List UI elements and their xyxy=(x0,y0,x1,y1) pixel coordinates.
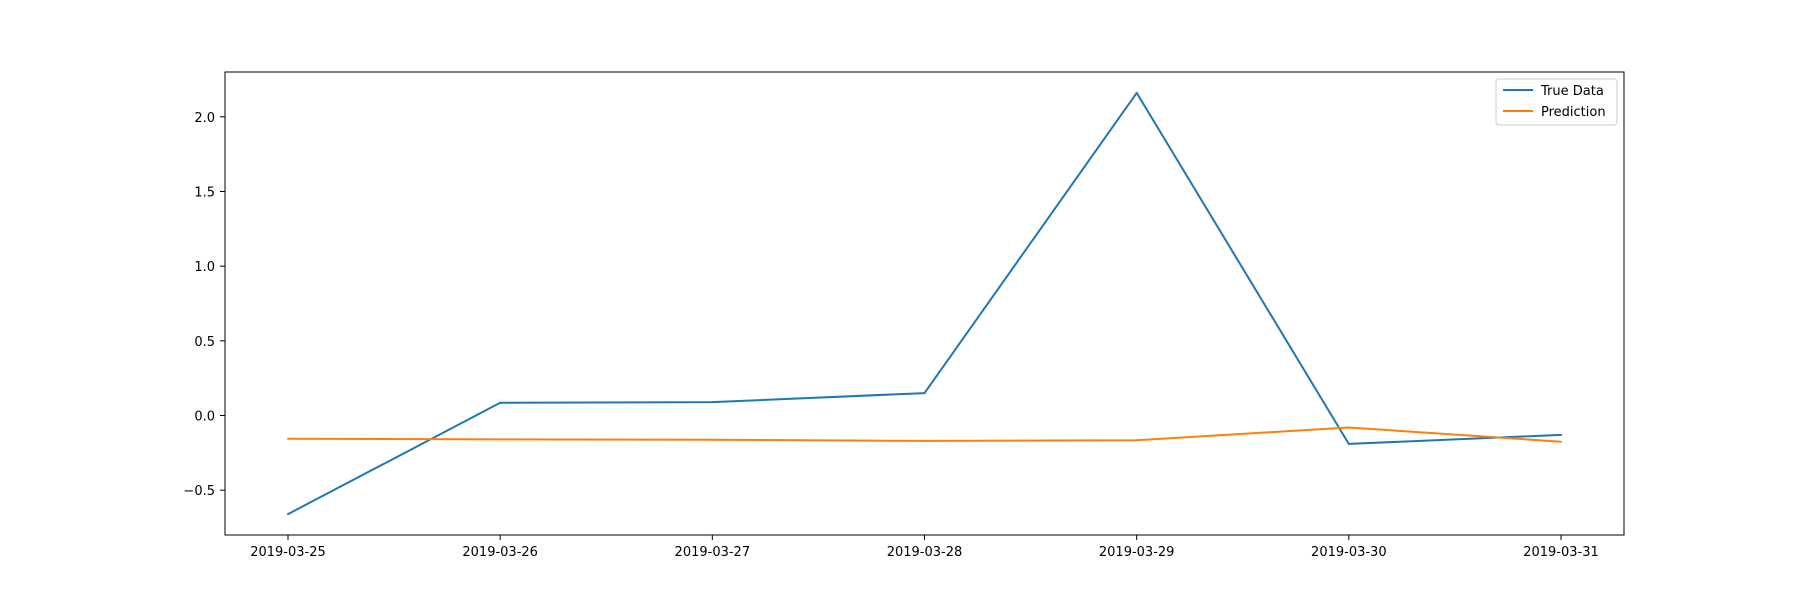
x-tick-label: 2019-03-30 xyxy=(1311,545,1387,560)
y-tick-label: −0.5 xyxy=(183,484,215,499)
data-point-true-data-4 xyxy=(1135,91,1138,94)
data-point-prediction-4 xyxy=(1135,439,1138,442)
y-axis: −0.5 0.0 0.5 1.0 1.5 2.0 xyxy=(183,111,225,499)
data-point-prediction-3 xyxy=(923,439,926,442)
data-point-true-data-6 xyxy=(1560,433,1562,436)
legend-label-prediction: Prediction xyxy=(1541,105,1606,120)
y-tick-label: 1.0 xyxy=(194,260,215,275)
legend-label-true-data: True Data xyxy=(1540,84,1604,99)
data-point-prediction-5 xyxy=(1347,426,1350,429)
data-point-true-data-2 xyxy=(711,401,714,404)
x-tick-label: 2019-03-26 xyxy=(462,545,538,560)
y-tick-label: 0.5 xyxy=(194,335,215,350)
legend: True Data Prediction xyxy=(1495,78,1618,126)
data-point-prediction-1 xyxy=(499,438,502,441)
y-tick-label: 0.0 xyxy=(194,410,215,425)
x-tick-label: 2019-03-27 xyxy=(675,545,751,560)
x-axis: 2019-03-25 2019-03-26 2019-03-27 2019-03-28… xyxy=(250,535,1599,560)
series-line-prediction xyxy=(287,426,1562,443)
series-layer xyxy=(287,91,1562,516)
data-point-prediction-0 xyxy=(287,437,289,440)
y-tick-label: 1.5 xyxy=(194,185,215,200)
data-point-true-data-3 xyxy=(923,392,926,395)
data-point-true-data-0 xyxy=(287,513,289,516)
plot-frame xyxy=(224,71,1625,536)
x-tick-label: 2019-03-29 xyxy=(1099,545,1175,560)
series-line-true-data xyxy=(287,91,1562,515)
data-point-prediction-6 xyxy=(1560,440,1562,443)
x-tick-label: 2019-03-28 xyxy=(887,545,963,560)
data-point-true-data-5 xyxy=(1347,442,1350,445)
x-tick-label: 2019-03-25 xyxy=(250,545,326,560)
x-tick-label: 2019-03-31 xyxy=(1523,545,1599,560)
data-point-prediction-2 xyxy=(711,438,714,441)
y-tick-label: 2.0 xyxy=(194,111,215,126)
data-point-true-data-1 xyxy=(499,401,502,404)
